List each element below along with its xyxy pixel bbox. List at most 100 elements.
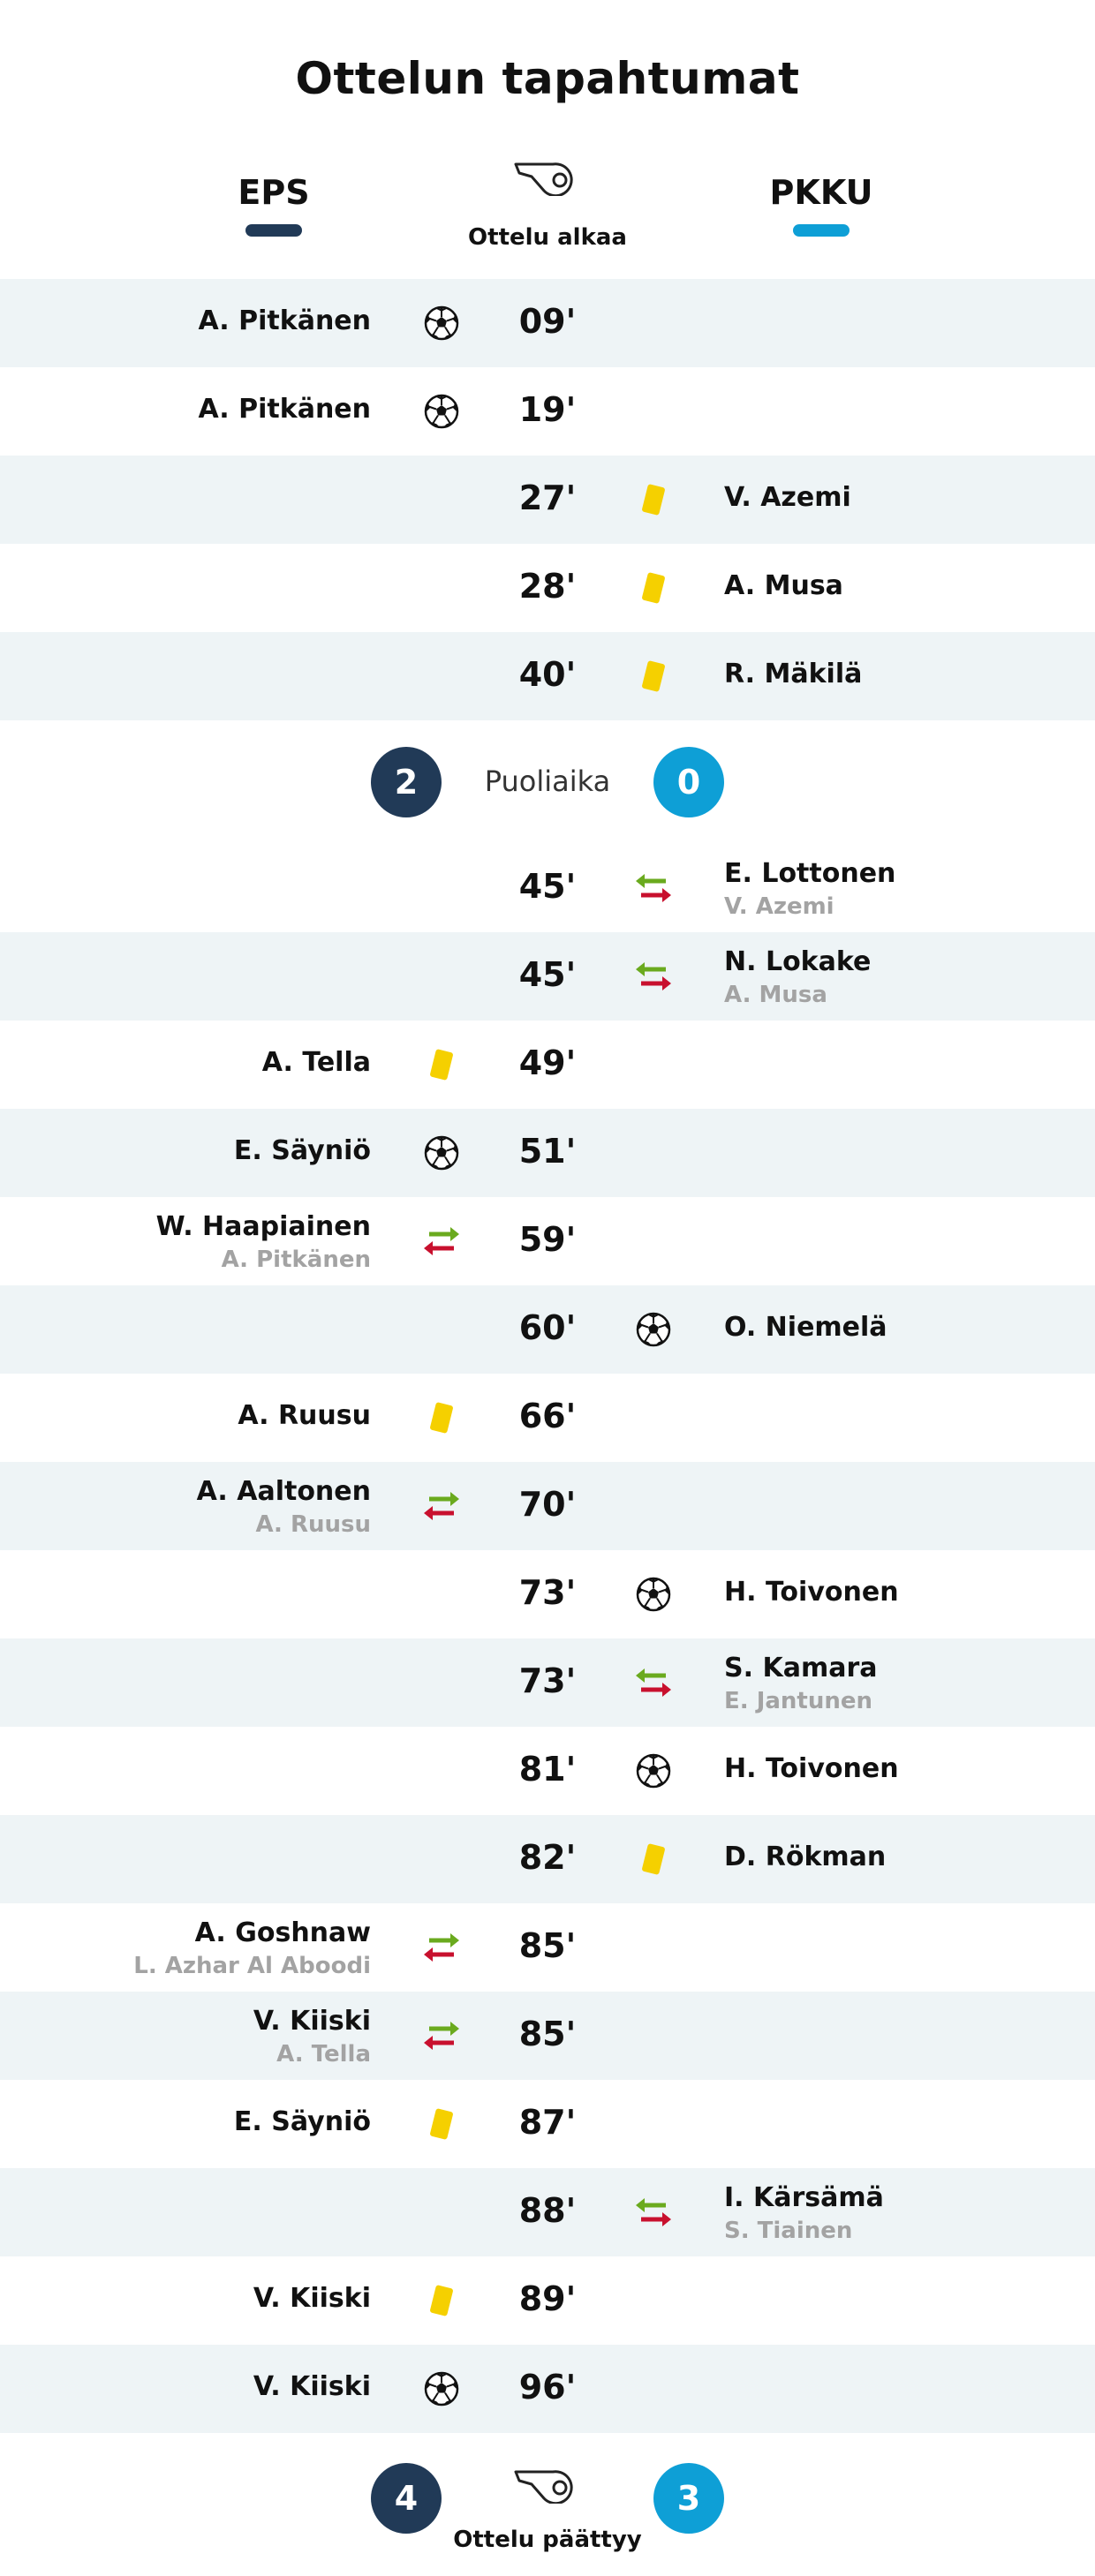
whistle-icon xyxy=(514,2470,573,2504)
event-minute: 28' xyxy=(518,567,577,606)
event-row: 89' V. Kiiski xyxy=(0,2256,1095,2345)
event-minute: 96' xyxy=(518,2368,577,2407)
event-minute: 89' xyxy=(518,2279,577,2318)
event-row: 96' V. Kiiski xyxy=(0,2345,1095,2433)
halftime-label: Puoliaika xyxy=(484,765,611,798)
substitution-icon xyxy=(424,1933,459,1962)
replaced-player-name: L. Azhar Al Aboodi xyxy=(133,1953,371,1979)
event-minute: 09' xyxy=(518,302,577,341)
event-row: 87' E. Säyniö xyxy=(0,2080,1095,2168)
soccer-ball-icon xyxy=(424,2371,459,2407)
event-row: 09' A. Pitkänen xyxy=(0,279,1095,367)
event-row: 66' A. Ruusu xyxy=(0,1374,1095,1462)
substitution-icon xyxy=(424,1492,459,1520)
soccer-ball-icon xyxy=(636,1312,671,1347)
event-row: 49' A. Tella xyxy=(0,1021,1095,1109)
event-minute: 87' xyxy=(518,2103,577,2142)
halftime-away-score: 0 xyxy=(653,747,724,817)
home-team-name: EPS xyxy=(238,173,310,212)
event-row: 59' W. Haapiainen A. Pitkänen xyxy=(0,1197,1095,1285)
replaced-player-name: S. Tiainen xyxy=(724,2218,853,2244)
event-minute: 45' xyxy=(518,867,577,906)
event-minute: 66' xyxy=(518,1397,577,1435)
event-player-name: I. Kärsämä xyxy=(724,2182,884,2213)
event-row: 82' D. Rökman xyxy=(0,1815,1095,1903)
event-player-name: N. Lokake xyxy=(724,946,872,977)
event-minute: 88' xyxy=(518,2191,577,2230)
event-row: 73' H. Toivonen xyxy=(0,1550,1095,1638)
event-minute: 73' xyxy=(518,1661,577,1700)
event-player-name: V. Kiiski xyxy=(253,2371,371,2402)
substitution-icon xyxy=(424,1227,459,1255)
fulltime-label: Ottelu päättyy xyxy=(453,2527,642,2553)
event-player-name: E. Säyniö xyxy=(233,2106,371,2137)
substitution-icon xyxy=(424,2022,459,2050)
replaced-player-name: E. Jantunen xyxy=(724,1688,873,1714)
event-minute: 45' xyxy=(518,955,577,994)
yellow-card-icon xyxy=(430,1049,453,1081)
kickoff-label: Ottelu alkaa xyxy=(468,224,627,251)
event-minute: 49' xyxy=(518,1043,577,1082)
final-away-score: 3 xyxy=(653,2463,724,2534)
event-player-name: V. Azemi xyxy=(724,482,851,513)
event-minute: 82' xyxy=(518,1838,577,1877)
soccer-ball-icon xyxy=(636,1753,671,1789)
yellow-card-icon xyxy=(642,572,665,604)
event-player-name: A. Goshnaw xyxy=(194,1917,371,1948)
substitution-icon xyxy=(636,1668,671,1697)
final-home-score: 4 xyxy=(371,2463,442,2534)
soccer-ball-icon xyxy=(424,394,459,429)
event-minute: 40' xyxy=(518,655,577,694)
event-minute: 85' xyxy=(518,1926,577,1965)
yellow-card-icon xyxy=(430,1402,453,1434)
event-row: 85' A. Goshnaw L. Azhar Al Aboodi xyxy=(0,1903,1095,1992)
event-minute: 81' xyxy=(518,1750,577,1789)
event-minute: 27' xyxy=(518,478,577,517)
soccer-ball-icon xyxy=(636,1577,671,1612)
yellow-card-icon xyxy=(642,660,665,692)
replaced-player-name: A. Pitkänen xyxy=(221,1247,371,1273)
halftime-row: 2 Puoliaika 0 xyxy=(0,743,1095,823)
event-player-name: A. Aaltonen xyxy=(196,1476,371,1507)
soccer-ball-icon xyxy=(424,1135,459,1171)
yellow-card-icon xyxy=(430,2285,453,2316)
event-minute: 59' xyxy=(518,1220,577,1259)
replaced-player-name: A. Musa xyxy=(724,982,827,1008)
event-row: 60' O. Niemelä xyxy=(0,1285,1095,1374)
event-player-name: E. Säyniö xyxy=(233,1135,371,1166)
event-minute: 73' xyxy=(518,1573,577,1612)
event-minute: 19' xyxy=(518,390,577,429)
event-minute: 70' xyxy=(518,1485,577,1524)
replaced-player-name: A. Tella xyxy=(276,2041,371,2068)
away-team-name: PKKU xyxy=(769,173,873,212)
yellow-card-icon xyxy=(642,1843,665,1875)
event-row: 88' I. Kärsämä S. Tiainen xyxy=(0,2168,1095,2256)
event-player-name: D. Rökman xyxy=(724,1842,887,1872)
event-player-name: A. Pitkänen xyxy=(198,394,371,425)
halftime-home-score: 2 xyxy=(371,747,442,817)
event-player-name: A. Tella xyxy=(261,1047,371,1078)
event-row: 45' E. Lottonen V. Azemi xyxy=(0,844,1095,932)
event-minute: 51' xyxy=(518,1132,577,1171)
event-player-name: R. Mäkilä xyxy=(724,659,863,689)
event-player-name: H. Toivonen xyxy=(724,1577,899,1608)
event-row: 73' S. Kamara E. Jantunen xyxy=(0,1638,1095,1727)
event-minute: 85' xyxy=(518,2015,577,2053)
whistle-icon xyxy=(514,162,573,196)
event-row: 19' A. Pitkänen xyxy=(0,367,1095,456)
event-row: 45' N. Lokake A. Musa xyxy=(0,932,1095,1021)
event-row: 28' A. Musa xyxy=(0,544,1095,632)
event-player-name: A. Musa xyxy=(724,570,843,601)
event-player-name: V. Kiiski xyxy=(253,2283,371,2314)
page-title: Ottelun tapahtumat xyxy=(295,53,800,104)
yellow-card-icon xyxy=(430,2108,453,2140)
final-score-row: 4 3 xyxy=(0,2459,1095,2539)
event-row: 81' H. Toivonen xyxy=(0,1727,1095,1815)
substitution-icon xyxy=(636,2198,671,2226)
yellow-card-icon xyxy=(642,484,665,516)
replaced-player-name: A. Ruusu xyxy=(255,1511,371,1538)
substitution-icon xyxy=(636,874,671,902)
event-player-name: V. Kiiski xyxy=(253,2006,371,2037)
event-row: 70' A. Aaltonen A. Ruusu xyxy=(0,1462,1095,1550)
substitution-icon xyxy=(636,962,671,990)
